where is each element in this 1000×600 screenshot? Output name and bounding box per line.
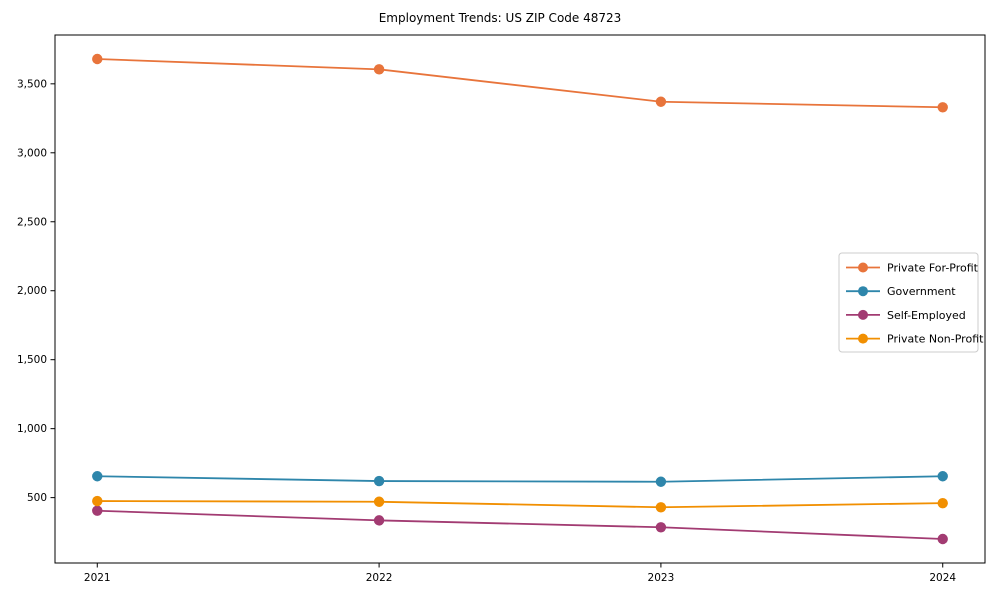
data-point [373, 64, 385, 75]
data-point [92, 495, 103, 507]
legend-marker-icon [858, 286, 868, 297]
series-line-government [96, 475, 944, 483]
y-tick-label: 3,000 [17, 147, 47, 159]
data-point [92, 53, 103, 65]
data-point [655, 476, 667, 487]
x-tick-label: 2021 [84, 572, 111, 584]
data-point [655, 522, 667, 533]
legend-label: Private For-Profit [887, 262, 979, 275]
data-point [655, 96, 667, 107]
x-tick-label: 2023 [648, 572, 675, 584]
chart-title: Employment Trends: US ZIP Code 48723 [378, 11, 622, 25]
y-tick-label: 2,000 [17, 285, 47, 297]
y-tick-label: 1,500 [17, 354, 47, 366]
y-tick-label: 1,000 [17, 423, 47, 435]
data-point [655, 502, 667, 513]
legend-box [838, 252, 979, 353]
x-tick-label: 2022 [366, 572, 393, 584]
legend-label: Government [887, 285, 956, 298]
legend-marker-icon [858, 262, 868, 273]
data-point [373, 515, 385, 526]
series-line-private-for-profit [96, 58, 944, 109]
series-line-private-non-profit [96, 500, 944, 509]
legend-label: Self-Employed [887, 309, 966, 322]
y-tick-label: 2,500 [17, 216, 47, 228]
data-point [937, 471, 948, 482]
data-point [937, 497, 948, 509]
data-point [373, 496, 385, 507]
x-tick-label: 2024 [929, 572, 956, 584]
legend-marker-icon [858, 309, 868, 320]
plot-area-border [54, 34, 986, 564]
legend-marker-icon [858, 333, 868, 344]
data-point [373, 475, 385, 487]
data-point [92, 505, 103, 516]
y-tick-label: 500 [27, 492, 47, 504]
data-point [937, 533, 948, 545]
series-line-self-employed [96, 509, 944, 540]
y-tick-label: 3,500 [17, 78, 47, 90]
legend-label: Private Non-Profit [887, 333, 984, 346]
data-point [937, 102, 948, 113]
data-point [92, 471, 103, 482]
